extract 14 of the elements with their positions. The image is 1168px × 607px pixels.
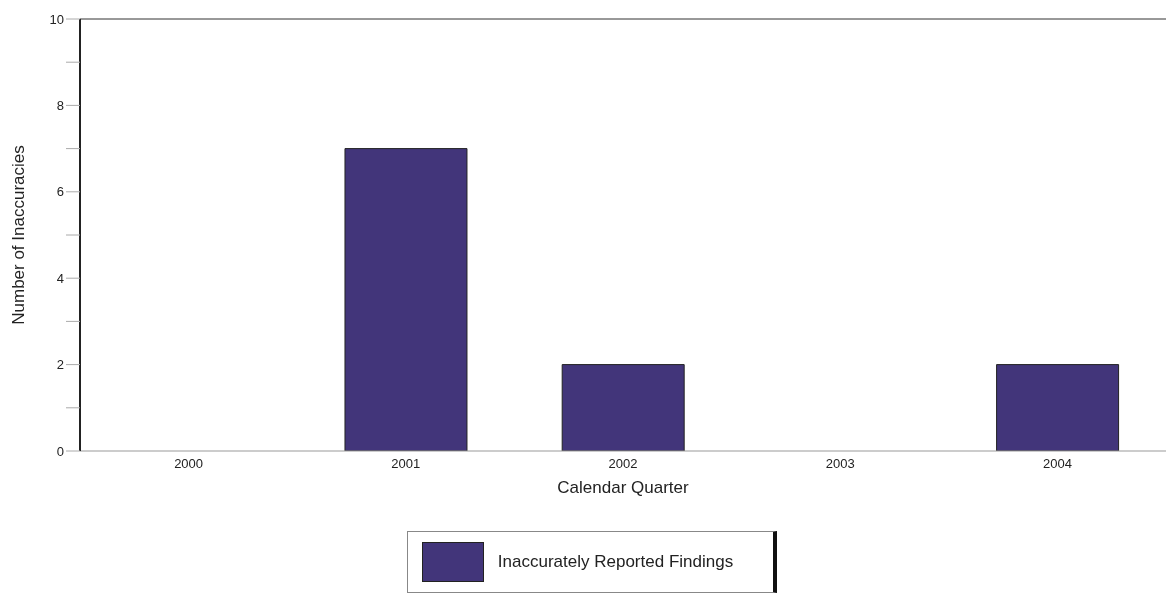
y-axis-title: Number of Inaccuracies	[9, 145, 29, 325]
x-axis-title: Calendar Quarter	[557, 478, 690, 497]
y-tick-label: 6	[56, 184, 64, 200]
x-tick-label: 2003	[825, 456, 855, 472]
x-tick-label: 2004	[1042, 456, 1072, 472]
y-tick-label: 10	[49, 11, 64, 27]
y-tick-label: 8	[56, 98, 64, 114]
y-tick-label: 0	[56, 443, 64, 459]
x-tick-label: 2000	[174, 456, 204, 472]
legend-label: Inaccurately Reported Findings	[497, 552, 734, 572]
y-tick-label: 4	[56, 270, 64, 286]
x-tick-label: 2002	[608, 456, 638, 472]
y-tick-label: 2	[56, 357, 64, 373]
x-tick-label: 2001	[391, 456, 421, 472]
